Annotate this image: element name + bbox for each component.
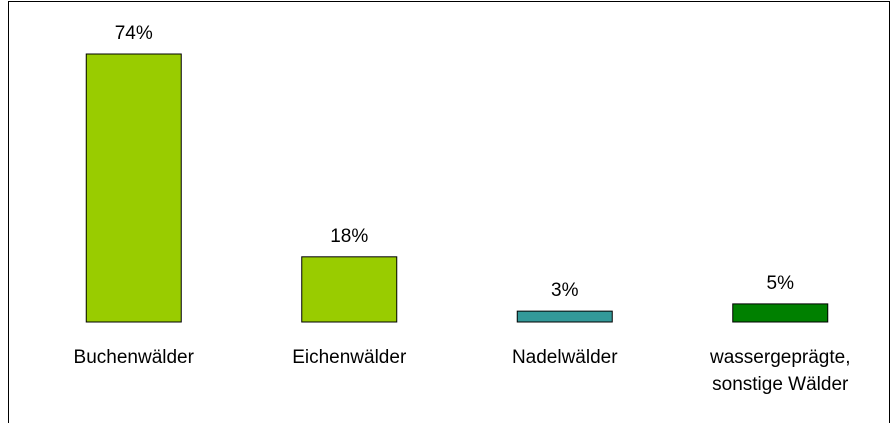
bar — [85, 53, 182, 323]
value-label: 74% — [115, 23, 153, 44]
x-tick-label: Nadelwälder — [512, 347, 618, 368]
value-label: 3% — [551, 280, 579, 301]
chart-frame — [8, 1, 890, 423]
bar — [732, 303, 829, 323]
x-tick-label: wassergeprägte, sonstige Wälder — [709, 347, 850, 395]
bar — [301, 256, 398, 323]
bar — [516, 310, 613, 323]
value-label: 18% — [330, 226, 368, 247]
x-tick-label: Eichenwälder — [292, 347, 407, 368]
value-label: 5% — [767, 273, 795, 294]
x-tick-label: Buchenwälder — [74, 347, 195, 368]
